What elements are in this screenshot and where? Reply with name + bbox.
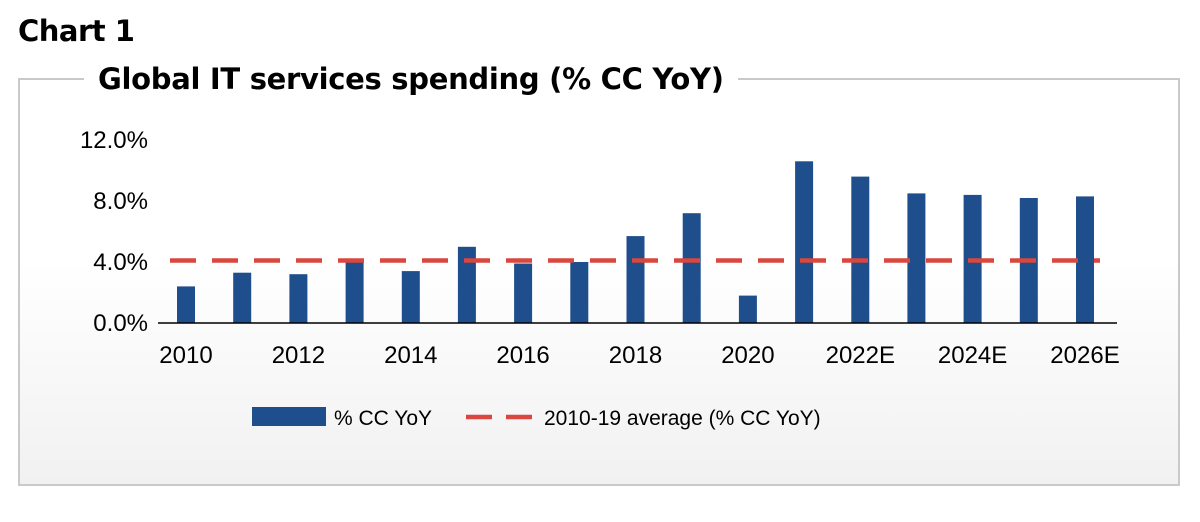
bar-2013 — [345, 262, 364, 323]
bar-2022E — [851, 176, 870, 323]
bar-2016 — [514, 263, 533, 323]
bar-2018 — [626, 236, 645, 323]
bar-2012 — [289, 274, 308, 323]
chart-number-label: Chart 1 — [18, 14, 135, 48]
x-tick-label: 2022E — [826, 342, 895, 369]
x-tick-label: 2016 — [496, 342, 549, 369]
x-axis-labels: 2010 2012 2014 2016 2018 2020 2022E 2024E 2026E — [159, 342, 1119, 369]
y-axis-labels: 0.0% 4.0% 8.0% 12.0% — [80, 127, 148, 337]
y-tick-label: 12.0% — [80, 127, 148, 154]
bar-2015 — [457, 246, 476, 324]
bar-2014 — [401, 271, 420, 323]
bars — [177, 161, 1094, 324]
x-tick-label: 2012 — [272, 342, 325, 369]
bar-2026E — [1076, 196, 1094, 323]
legend-bar-label: % CC YoY — [334, 407, 432, 430]
legend: % CC YoY 2010-19 average (% CC YoY) — [252, 407, 821, 430]
bar-2017 — [570, 262, 589, 323]
bar-2010 — [177, 286, 195, 323]
legend-average-label: 2010-19 average (% CC YoY) — [544, 407, 821, 430]
x-tick-label: 2014 — [384, 342, 437, 369]
x-tick-label: 2010 — [159, 342, 212, 369]
bar-2021 — [795, 161, 814, 323]
y-tick-label: 4.0% — [93, 249, 148, 276]
y-tick-label: 0.0% — [93, 310, 148, 337]
bar-2019 — [682, 213, 701, 323]
y-tick-label: 8.0% — [93, 188, 148, 215]
x-tick-label: 2024E — [938, 342, 1007, 369]
bar-2011 — [233, 272, 252, 323]
bar-2020 — [738, 295, 757, 323]
legend-bar-swatch — [252, 407, 326, 426]
x-tick-label: 2026E — [1050, 342, 1119, 369]
chart-panel — [18, 78, 1180, 486]
x-tick-label: 2018 — [609, 342, 662, 369]
x-tick-label: 2020 — [721, 342, 774, 369]
bar-2023E — [907, 193, 926, 323]
chart-title: Global IT services spending (% CC YoY) — [84, 62, 738, 96]
